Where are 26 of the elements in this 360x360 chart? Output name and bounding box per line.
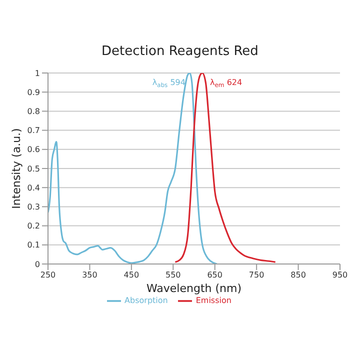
annotation: λ$_{em}$ 624 [210,78,242,88]
x-tick-label: 250 [40,270,56,280]
legend-label: Emission [196,296,232,306]
legend-label: Absorption [124,296,168,306]
x-tick-label: 850 [290,270,306,280]
x-tick-label: 350 [82,270,98,280]
y-tick-label: 1 [34,68,40,78]
y-tick-label: 0.3 [27,202,40,212]
x-axis-title: Wavelength (nm) [146,282,242,295]
y-tick-label: 0.8 [27,107,40,116]
chart-title: Detection Reagents Red [100,44,260,59]
y-axis-title: Intensity (a.u.) [10,128,23,209]
x-tick-label: 950 [332,270,348,280]
x-tick-label: 750 [248,270,264,280]
x-tick-label: 650 [207,270,222,280]
y-tick-label: 0.2 [27,222,40,231]
y-tick-label: 0.1 [27,240,40,250]
y-tick-label: 0.7 [27,126,40,136]
x-tick-label: 450 [124,270,140,280]
y-tick-label: 0 [34,260,40,269]
annotation: λ$_{abs}$ 594 [152,78,186,88]
y-tick-label: 0.6 [27,145,40,154]
y-tick-label: 0.5 [27,164,40,174]
x-tick-label: 550 [166,270,181,280]
y-tick-label: 0.9 [27,88,40,97]
y-tick-label: 0.4 [27,183,40,192]
